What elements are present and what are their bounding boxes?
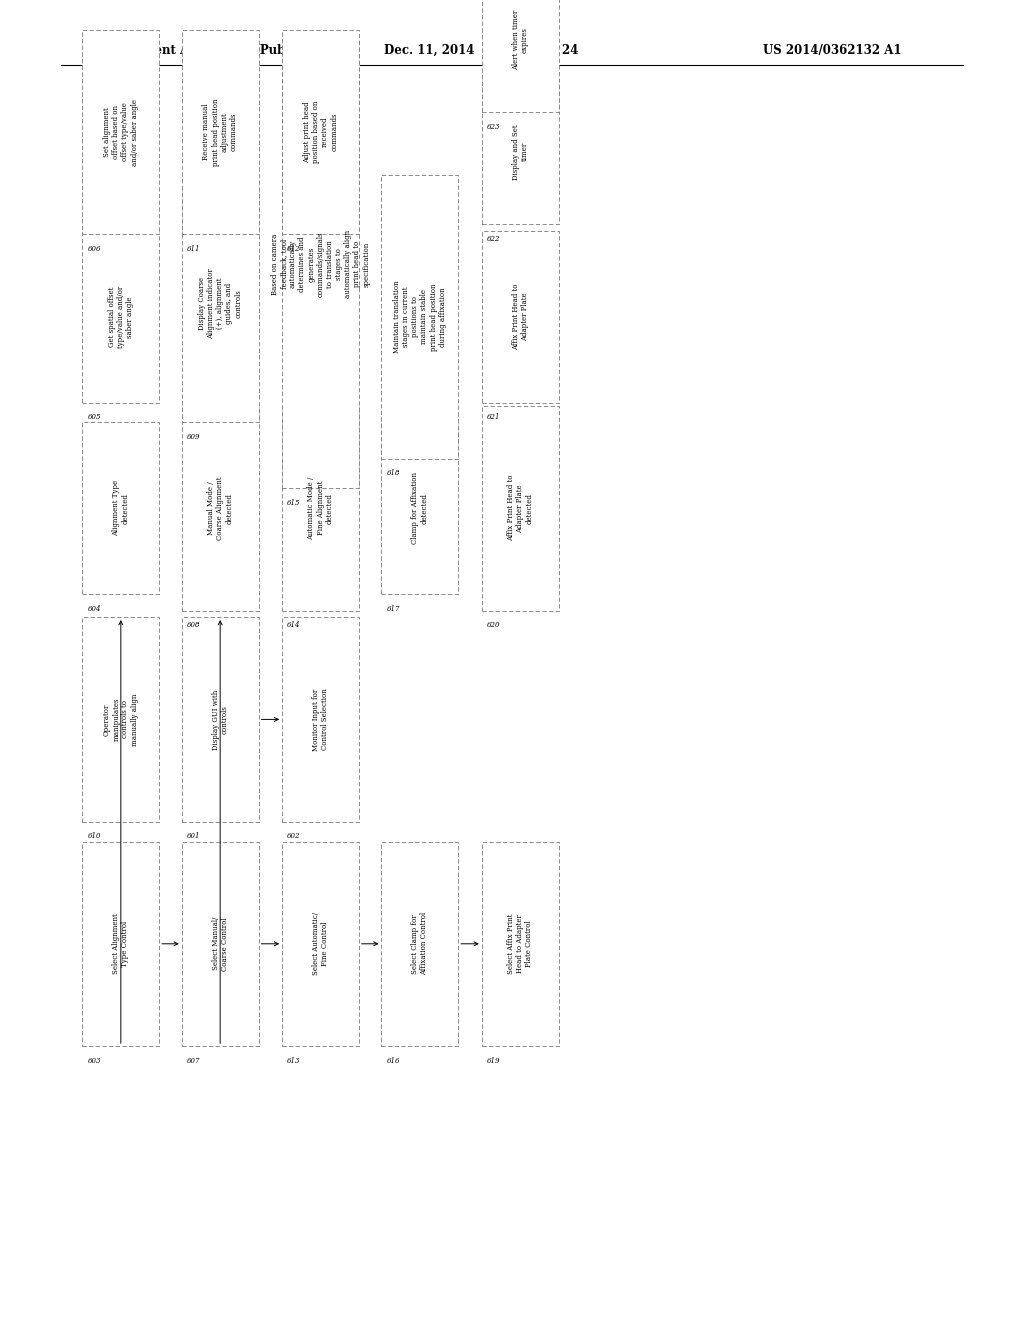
- Bar: [82, 422, 159, 594]
- Bar: [482, 231, 559, 403]
- Text: 614: 614: [287, 622, 301, 630]
- Text: Alert when timer
expires: Alert when timer expires: [512, 9, 528, 70]
- Text: Affix Print Head to
Adapter Plate
detected: Affix Print Head to Adapter Plate detect…: [507, 475, 534, 541]
- Text: Manual Mode /
Coarse Alignment
detected: Manual Mode / Coarse Alignment detected: [207, 477, 233, 540]
- Text: 603: 603: [87, 1057, 101, 1065]
- Text: Dec. 11, 2014  Sheet 20 of 24: Dec. 11, 2014 Sheet 20 of 24: [384, 44, 579, 57]
- Bar: [82, 231, 159, 403]
- Bar: [82, 29, 159, 235]
- Text: 620: 620: [487, 622, 501, 630]
- Text: 606: 606: [87, 244, 101, 253]
- Bar: [283, 407, 359, 610]
- Text: Maintain translation
stages in current
positions to
maintain stable
print head p: Maintain translation stages in current p…: [393, 280, 446, 354]
- Text: Set alignment
offset based on
offset type/value
and/or saber angle: Set alignment offset based on offset typ…: [103, 99, 138, 165]
- Text: 601: 601: [186, 833, 201, 841]
- Bar: [482, 842, 559, 1045]
- Text: Select Alignment
Type Control: Select Alignment Type Control: [113, 913, 129, 974]
- Text: 607: 607: [186, 1057, 201, 1065]
- Text: Select Affix Print
Head to Adapter
Plate Control: Select Affix Print Head to Adapter Plate…: [507, 913, 534, 974]
- Text: 619: 619: [487, 1057, 501, 1065]
- Bar: [482, 79, 559, 224]
- Bar: [182, 618, 258, 821]
- Text: Monitor Input for
Control Selection: Monitor Input for Control Selection: [312, 688, 329, 751]
- Text: Automatic Mode /
Fine Alignment
detected: Automatic Mode / Fine Alignment detected: [307, 477, 334, 540]
- Bar: [283, 842, 359, 1045]
- Text: Select Manual/
Coarse Control: Select Manual/ Coarse Control: [212, 917, 228, 970]
- Text: 616: 616: [387, 1057, 400, 1065]
- Bar: [283, 618, 359, 821]
- Text: Adjust print head
position based on
received
commands: Adjust print head position based on rece…: [303, 100, 338, 164]
- Text: 608: 608: [186, 622, 201, 630]
- Text: Alignment Type
detected: Alignment Type detected: [113, 480, 129, 536]
- Text: Display Coarse
Alignment indicator
(+), alignment
guides, and
controls: Display Coarse Alignment indicator (+), …: [198, 268, 243, 339]
- Text: Operator
manipulates
controls to
manually align: Operator manipulates controls to manuall…: [103, 693, 138, 746]
- Text: Display and Set
timer: Display and Set timer: [512, 124, 528, 180]
- Text: 610: 610: [87, 833, 101, 841]
- Text: 613: 613: [287, 1057, 301, 1065]
- Text: US 2014/0362132 A1: US 2014/0362132 A1: [763, 44, 901, 57]
- Bar: [182, 842, 258, 1045]
- Bar: [182, 29, 258, 235]
- Bar: [381, 176, 459, 459]
- Text: 611: 611: [186, 244, 201, 253]
- Text: 615: 615: [287, 499, 301, 507]
- Text: 621: 621: [487, 413, 501, 421]
- Text: Affix Print Head to
Adapter Plate: Affix Print Head to Adapter Plate: [512, 284, 528, 350]
- Text: 612: 612: [287, 244, 301, 253]
- Text: 617: 617: [387, 605, 400, 612]
- Bar: [283, 40, 359, 488]
- Text: 623: 623: [487, 123, 501, 131]
- Text: 618: 618: [387, 470, 400, 478]
- Text: Patent Application Publication: Patent Application Publication: [133, 44, 336, 57]
- Bar: [381, 842, 459, 1045]
- Text: Receive manual
print head position
adjustment
commands: Receive manual print head position adjus…: [203, 98, 238, 166]
- Text: Select Automatic/
Fine Control: Select Automatic/ Fine Control: [312, 912, 329, 975]
- Bar: [182, 407, 258, 610]
- Bar: [482, 0, 559, 112]
- Text: 604: 604: [87, 605, 101, 612]
- Text: Based on camera
feedback, tool
automatically
determines and
generates
commands/s: Based on camera feedback, tool automatic…: [270, 230, 371, 298]
- Text: Select Clamp for
Affixation Control: Select Clamp for Affixation Control: [412, 912, 428, 975]
- Bar: [283, 29, 359, 235]
- Text: Get spatial offset
type/value and/or
saber angle: Get spatial offset type/value and/or sab…: [108, 285, 134, 348]
- Text: 605: 605: [87, 413, 101, 421]
- Bar: [381, 422, 459, 594]
- Bar: [482, 407, 559, 610]
- Text: 622: 622: [487, 235, 501, 243]
- Text: 602: 602: [287, 833, 301, 841]
- Bar: [82, 618, 159, 821]
- Text: Display GUI with
controls: Display GUI with controls: [212, 689, 228, 750]
- Bar: [82, 842, 159, 1045]
- Text: 609: 609: [186, 433, 201, 441]
- Text: Clamp for Affixation
detected: Clamp for Affixation detected: [412, 473, 428, 544]
- Bar: [182, 185, 258, 422]
